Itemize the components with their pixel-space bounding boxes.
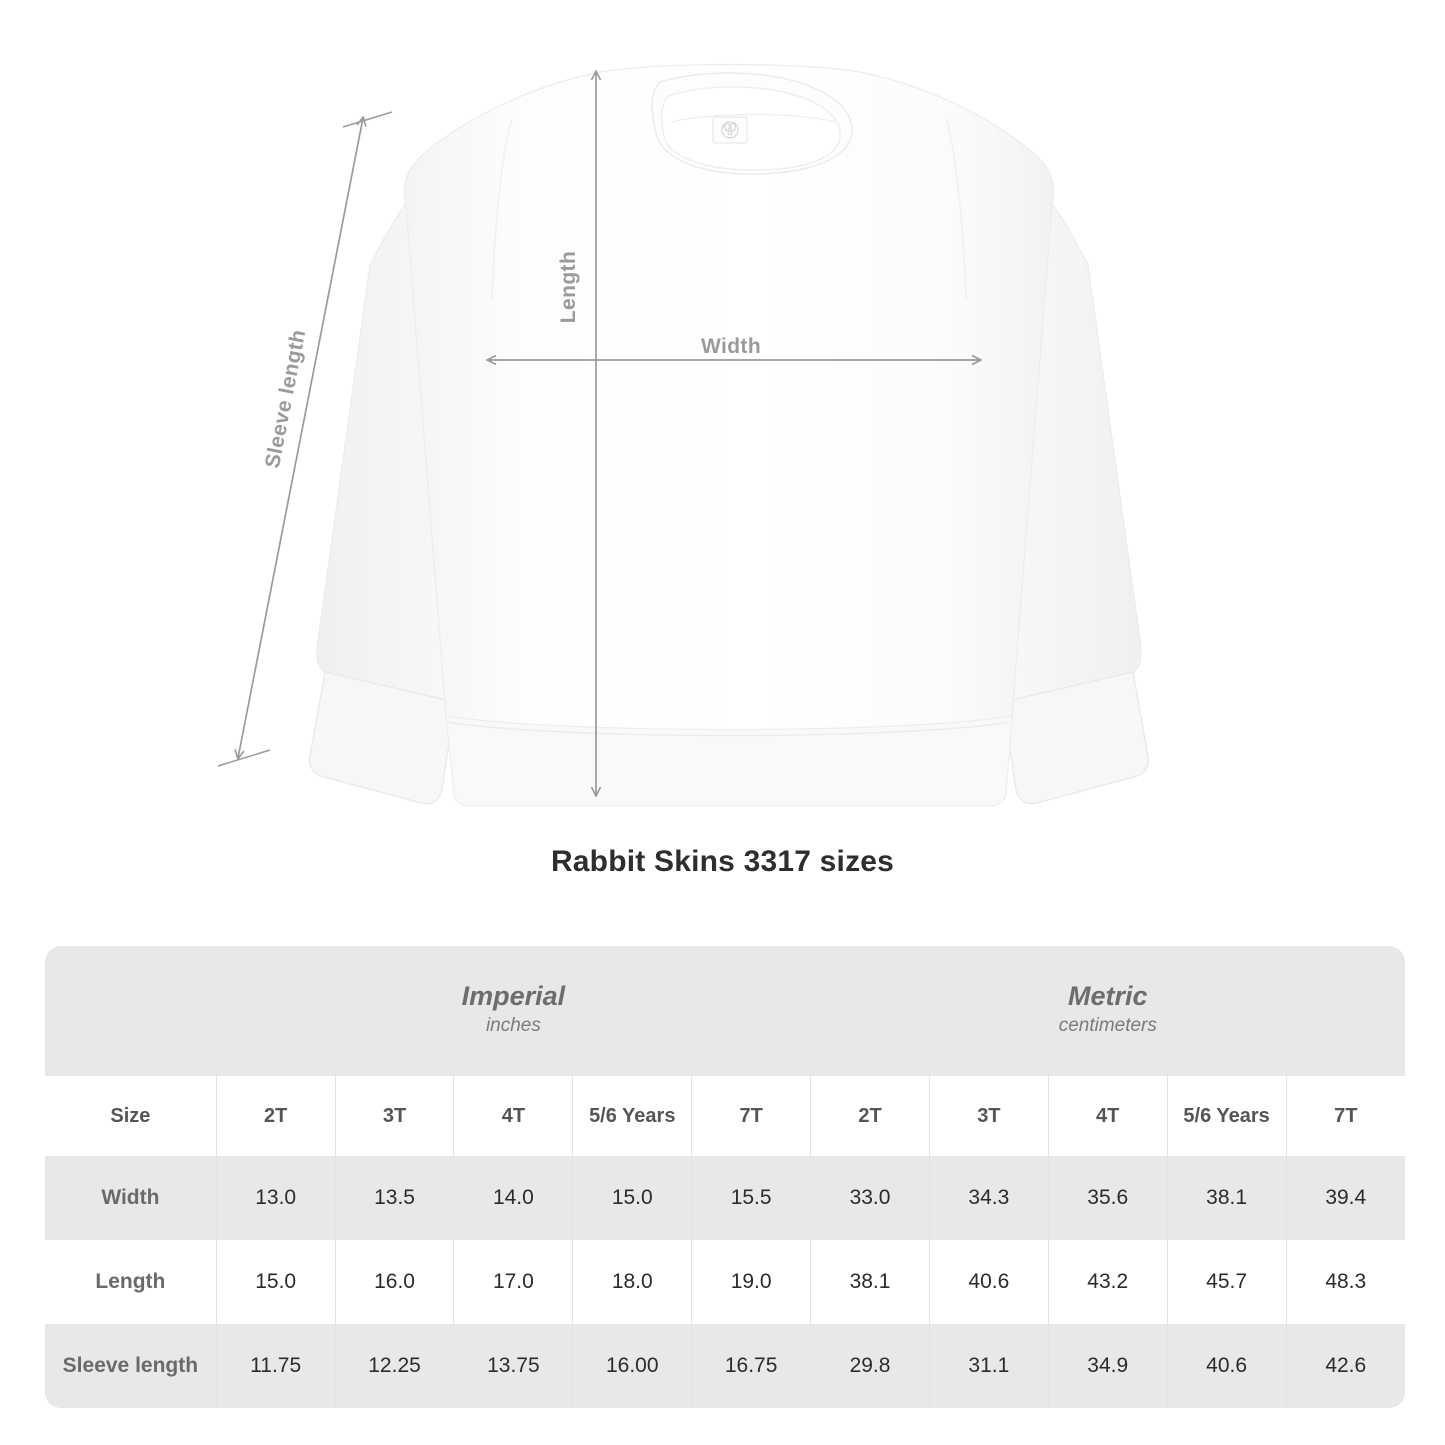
size-chart-table: Imperial inches Metric centimeters Size … (45, 946, 1405, 1408)
size-header-imperial-2t: 2T (215, 1076, 336, 1156)
cell-sleeve-imperial-3t: 12.25 (334, 1324, 454, 1408)
measurement-annotations (217, 72, 980, 795)
page-title: Rabbit Skins 3317 sizes (550, 845, 895, 878)
unit-group-imperial-sub: inches (485, 1015, 541, 1037)
size-header-label: Size (45, 1076, 217, 1156)
row-label-sleeve-length: Sleeve length (45, 1324, 217, 1408)
cell-sleeve-metric-56y: 40.6 (1166, 1324, 1287, 1408)
cell-sleeve-metric-3t: 31.1 (928, 1324, 1049, 1408)
table-row: Sleeve length 11.75 12.25 13.75 16.00 16… (45, 1324, 1405, 1408)
cell-sleeve-metric-2t: 29.8 (810, 1324, 930, 1408)
size-header-metric-2t: 2T (810, 1076, 930, 1156)
cell-width-metric-56y: 38.1 (1166, 1156, 1287, 1240)
cell-length-imperial-2t: 15.0 (215, 1240, 336, 1324)
cell-length-metric-4t: 43.2 (1047, 1240, 1168, 1324)
cell-length-imperial-56y: 18.0 (572, 1240, 692, 1324)
cell-width-metric-4t: 35.6 (1047, 1156, 1168, 1240)
sleeve-length-label: Sleeve length (261, 328, 310, 470)
cell-width-imperial-3t: 13.5 (334, 1156, 454, 1240)
unit-group-metric-name: Metric (1068, 981, 1148, 1012)
cell-width-metric-3t: 34.3 (928, 1156, 1049, 1240)
table-row: Length 15.0 16.0 17.0 18.0 19.0 38.1 40.… (45, 1240, 1405, 1324)
garment-diagram: Sleeve length Length Width (217, 63, 1150, 807)
neck-label-icon (712, 116, 748, 144)
cell-sleeve-metric-4t: 34.9 (1047, 1324, 1168, 1408)
width-label: Width (701, 335, 761, 358)
cell-length-metric-2t: 38.1 (810, 1240, 930, 1324)
size-header-imperial-3t: 3T (334, 1076, 454, 1156)
cell-sleeve-imperial-56y: 16.00 (572, 1324, 692, 1408)
size-header-imperial-56y: 5/6 Years (572, 1076, 692, 1156)
unit-group-imperial-name: Imperial (461, 981, 566, 1012)
cell-sleeve-imperial-4t: 13.75 (453, 1324, 573, 1408)
size-header-metric-3t: 3T (928, 1076, 1049, 1156)
cell-width-imperial-7t: 15.5 (691, 1156, 811, 1240)
sweatshirt-illustration (308, 63, 1150, 807)
cell-width-imperial-2t: 13.0 (215, 1156, 336, 1240)
size-header-metric-56y: 5/6 Years (1166, 1076, 1287, 1156)
size-header-row: Size 2T 3T 4T 5/6 Years 7T 2T 3T 4T 5/6 … (45, 1076, 1405, 1156)
size-header-metric-4t: 4T (1047, 1076, 1168, 1156)
size-header-imperial-4t: 4T (453, 1076, 573, 1156)
cell-length-imperial-4t: 17.0 (453, 1240, 573, 1324)
unit-group-metric-sub: centimeters (1058, 1015, 1157, 1037)
row-label-length: Length (45, 1240, 217, 1324)
cell-width-metric-7t: 39.4 (1285, 1156, 1405, 1240)
cell-sleeve-imperial-7t: 16.75 (691, 1324, 811, 1408)
cell-width-metric-2t: 33.0 (810, 1156, 930, 1240)
cell-length-imperial-7t: 19.0 (691, 1240, 811, 1324)
cell-length-metric-56y: 45.7 (1166, 1240, 1287, 1324)
unit-band-corner (45, 946, 217, 1076)
cell-length-metric-3t: 40.6 (928, 1240, 1049, 1324)
unit-header-row: Imperial inches Metric centimeters (45, 946, 1405, 1076)
row-label-width: Width (45, 1156, 217, 1240)
length-label: Length (557, 251, 580, 323)
unit-group-imperial: Imperial inches (216, 946, 811, 1076)
cell-length-metric-7t: 48.3 (1285, 1240, 1405, 1324)
cell-width-imperial-56y: 15.0 (572, 1156, 692, 1240)
cell-sleeve-imperial-2t: 11.75 (215, 1324, 336, 1408)
size-header-metric-7t: 7T (1285, 1076, 1405, 1156)
size-table-container: Imperial inches Metric centimeters Size … (45, 946, 1405, 1408)
sleeve-length-arrow (238, 118, 363, 758)
table-row: Width 13.0 13.5 14.0 15.0 15.5 33.0 34.3… (45, 1156, 1405, 1240)
size-header-imperial-7t: 7T (691, 1076, 811, 1156)
cell-sleeve-metric-7t: 42.6 (1285, 1324, 1405, 1408)
cell-length-imperial-3t: 16.0 (334, 1240, 454, 1324)
unit-group-metric: Metric centimeters (810, 946, 1405, 1076)
cell-width-imperial-4t: 14.0 (453, 1156, 573, 1240)
